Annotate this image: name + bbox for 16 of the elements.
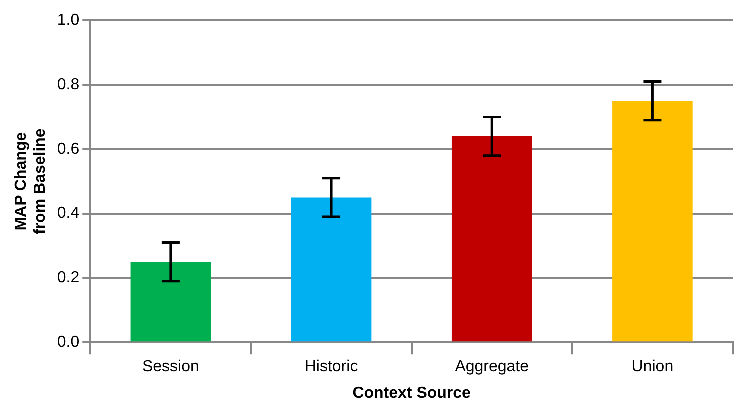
y-tick-label: 0.0 bbox=[57, 334, 80, 352]
x-axis-title: Context Source bbox=[352, 384, 472, 402]
x-tick-label: Aggregate bbox=[455, 358, 530, 376]
bar bbox=[452, 136, 532, 342]
bar bbox=[130, 262, 212, 342]
x-tick-label: Session bbox=[142, 358, 200, 376]
y-tick-label: 1.0 bbox=[57, 12, 80, 30]
y-tick-label: 0.4 bbox=[57, 205, 80, 222]
x-tick-label: Historic bbox=[304, 358, 358, 376]
x-tick-label: Union bbox=[632, 358, 674, 376]
y-tick-label: 0.8 bbox=[57, 76, 80, 94]
y-axis-title: MAP Change from Baseline bbox=[13, 128, 50, 235]
y-tick-label: 0.6 bbox=[57, 140, 80, 158]
bar bbox=[291, 198, 372, 342]
y-tick-label: 0.2 bbox=[57, 270, 80, 287]
bar bbox=[612, 101, 693, 342]
